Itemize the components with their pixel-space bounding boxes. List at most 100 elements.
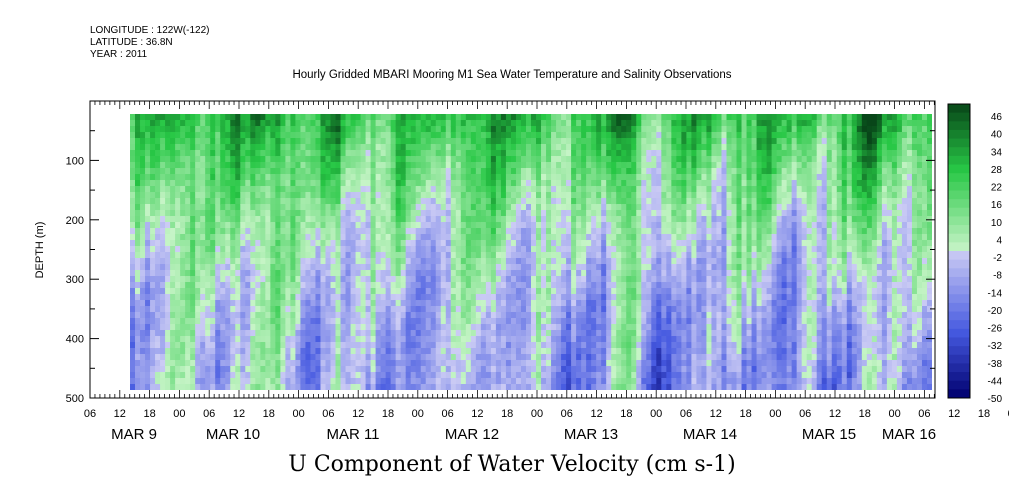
field-cell xyxy=(445,276,452,283)
field-cell xyxy=(270,120,276,127)
field-cell xyxy=(410,372,417,379)
field-cell xyxy=(245,156,251,163)
field-cell xyxy=(671,120,677,127)
field-cell xyxy=(365,216,372,223)
field-cell xyxy=(460,276,467,283)
field-cell xyxy=(636,234,642,241)
field-cell xyxy=(345,342,352,349)
field-cell xyxy=(325,294,332,301)
field-cell xyxy=(290,306,297,313)
field-cell xyxy=(165,174,171,181)
field-cell xyxy=(405,210,412,217)
field-cell xyxy=(536,222,542,229)
field-cell xyxy=(586,234,592,241)
field-cell xyxy=(636,348,642,355)
field-cell xyxy=(315,300,322,307)
field-cell xyxy=(490,168,497,175)
field-cell xyxy=(160,372,166,379)
field-cell xyxy=(505,150,512,157)
field-cell xyxy=(510,168,517,175)
field-cell xyxy=(541,156,547,163)
field-cell xyxy=(145,186,151,193)
field-cell xyxy=(581,180,587,187)
field-cell xyxy=(606,330,612,337)
field-cell xyxy=(250,330,256,337)
field-cell xyxy=(485,138,492,145)
field-cell xyxy=(335,144,342,151)
field-cell xyxy=(275,384,281,390)
field-cell xyxy=(626,156,632,163)
field-cell xyxy=(170,198,176,205)
field-cell xyxy=(405,300,412,307)
field-cell xyxy=(490,138,497,145)
field-cell xyxy=(360,252,367,259)
field-cell xyxy=(515,210,522,217)
field-cell xyxy=(410,216,417,223)
field-cell xyxy=(410,324,417,331)
field-cell xyxy=(180,162,186,169)
field-cell xyxy=(470,240,477,247)
field-cell xyxy=(626,330,632,337)
field-cell xyxy=(375,228,382,235)
field-cell xyxy=(185,372,191,379)
field-cell xyxy=(380,294,387,301)
field-cell xyxy=(365,306,372,313)
field-cell xyxy=(240,354,246,361)
field-cell xyxy=(235,120,241,127)
field-cell xyxy=(165,156,171,163)
field-cell xyxy=(240,114,246,121)
field-cell xyxy=(621,258,627,265)
field-cell xyxy=(631,162,637,169)
field-cell xyxy=(606,120,612,127)
field-cell xyxy=(375,162,382,169)
field-cell xyxy=(611,318,617,325)
field-cell xyxy=(155,372,161,379)
field-cell xyxy=(435,324,442,331)
field-cell xyxy=(656,246,662,253)
field-cell xyxy=(410,306,417,313)
field-cell xyxy=(395,348,402,355)
field-cell xyxy=(430,114,437,121)
field-cell xyxy=(145,366,151,373)
field-cell xyxy=(335,360,342,367)
field-cell xyxy=(215,252,221,259)
field-cell xyxy=(190,126,196,133)
field-cell xyxy=(480,294,487,301)
field-cell xyxy=(470,360,477,367)
field-cell xyxy=(510,180,517,187)
field-cell xyxy=(641,126,647,133)
field-cell xyxy=(230,354,236,361)
field-cell xyxy=(561,348,567,355)
field-cell xyxy=(445,264,452,271)
field-cell xyxy=(285,306,291,313)
field-cell xyxy=(631,216,637,223)
field-cell xyxy=(305,330,312,337)
field-cell xyxy=(305,354,312,361)
field-cell xyxy=(265,342,271,349)
field-cell xyxy=(420,276,427,283)
field-cell xyxy=(175,144,181,151)
field-cell xyxy=(260,372,266,379)
field-cell xyxy=(445,336,452,343)
field-cell xyxy=(440,276,447,283)
field-cell xyxy=(145,378,151,385)
field-cell xyxy=(295,120,302,127)
field-cell xyxy=(210,348,216,355)
field-cell xyxy=(150,126,156,133)
field-cell xyxy=(541,228,547,235)
field-cell xyxy=(470,198,477,205)
field-cell xyxy=(576,138,582,145)
field-cell xyxy=(475,348,482,355)
field-cell xyxy=(455,264,462,271)
field-cell xyxy=(631,300,637,307)
field-cell xyxy=(310,204,317,211)
field-cell xyxy=(536,192,542,199)
field-cell xyxy=(531,186,537,193)
field-cell xyxy=(415,324,422,331)
field-cell xyxy=(621,228,627,235)
field-cell xyxy=(611,300,617,307)
field-cell xyxy=(631,150,637,157)
field-cell xyxy=(505,234,512,241)
field-cell xyxy=(295,168,302,175)
field-cell xyxy=(651,240,657,247)
